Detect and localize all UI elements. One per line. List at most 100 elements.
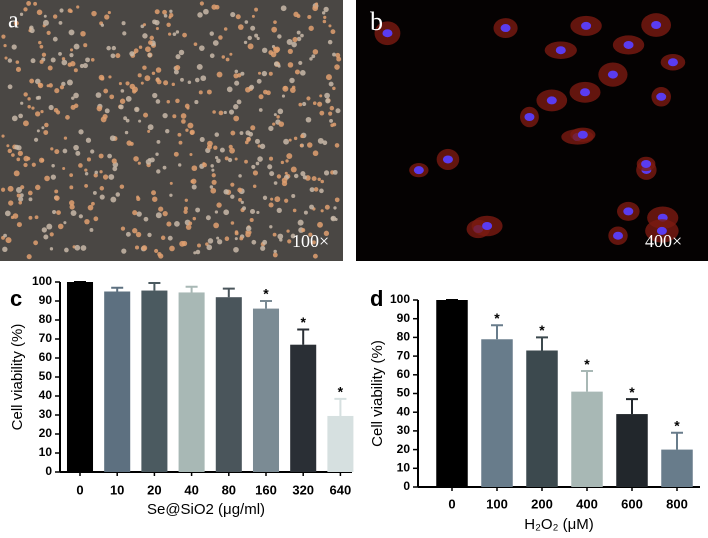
cell bbox=[155, 99, 161, 104]
cell bbox=[330, 123, 334, 128]
cell bbox=[213, 222, 219, 229]
cell bbox=[61, 59, 68, 66]
cell bbox=[312, 49, 319, 55]
y-tick-label: 80 bbox=[397, 330, 411, 344]
cell bbox=[319, 110, 325, 116]
cell bbox=[110, 53, 116, 59]
cell bbox=[262, 195, 268, 200]
cell bbox=[209, 53, 215, 59]
cell bbox=[90, 57, 95, 62]
cell bbox=[65, 114, 70, 120]
cell bbox=[235, 14, 241, 20]
cell bbox=[90, 149, 95, 154]
cell bbox=[106, 45, 111, 51]
cell bbox=[328, 111, 333, 116]
cell bbox=[194, 100, 199, 105]
y-tick-label: 80 bbox=[39, 312, 53, 326]
cell bbox=[85, 57, 90, 63]
cell bbox=[272, 252, 278, 258]
cell bbox=[57, 223, 64, 230]
cell bbox=[144, 75, 151, 82]
cell bbox=[212, 40, 219, 46]
cell bbox=[27, 105, 31, 109]
cell bbox=[13, 170, 20, 177]
error-bar bbox=[536, 336, 548, 351]
cells bbox=[0, 0, 686, 260]
cell bbox=[273, 113, 277, 117]
cell bbox=[329, 118, 333, 123]
cell bbox=[137, 73, 142, 78]
cell bbox=[250, 25, 256, 31]
cell bbox=[228, 144, 233, 149]
cell bbox=[317, 137, 324, 144]
cell bbox=[41, 126, 45, 130]
cell bbox=[35, 184, 41, 191]
cell bbox=[172, 32, 177, 36]
nucleus bbox=[546, 96, 557, 105]
y-tick-label: 50 bbox=[39, 369, 53, 383]
cell bbox=[250, 125, 256, 131]
cell bbox=[188, 221, 193, 226]
cell bbox=[173, 69, 179, 75]
cell bbox=[178, 140, 183, 145]
cell bbox=[31, 106, 35, 110]
cell bbox=[297, 219, 304, 226]
cell bbox=[193, 42, 198, 46]
cell bbox=[301, 228, 306, 233]
x-tick-label: 400 bbox=[576, 496, 598, 511]
x-tick-label: 160 bbox=[255, 482, 277, 497]
cell bbox=[75, 150, 81, 156]
cell bbox=[54, 195, 60, 201]
cell bbox=[325, 98, 331, 104]
cell bbox=[142, 33, 148, 39]
cell bbox=[52, 209, 57, 215]
cell bbox=[22, 120, 29, 127]
cell bbox=[6, 144, 10, 148]
cell bbox=[80, 245, 87, 251]
cell bbox=[51, 163, 55, 168]
cell bbox=[210, 164, 214, 168]
significance: * bbox=[338, 384, 344, 400]
cell bbox=[214, 4, 220, 10]
cell bbox=[308, 232, 313, 237]
cell bbox=[14, 144, 20, 150]
cell bbox=[334, 197, 340, 203]
cell bbox=[63, 221, 67, 225]
cell bbox=[62, 167, 66, 171]
cell bbox=[26, 254, 32, 260]
cell bbox=[305, 116, 312, 123]
cell bbox=[238, 174, 242, 178]
cell bbox=[186, 106, 190, 110]
cell bbox=[84, 168, 88, 172]
cell bbox=[237, 187, 243, 193]
cell bbox=[154, 248, 159, 254]
cell bbox=[320, 179, 325, 184]
cell bbox=[66, 79, 73, 86]
cell bbox=[174, 64, 181, 71]
cell bbox=[276, 207, 282, 213]
cell bbox=[163, 80, 169, 86]
cell bbox=[36, 129, 40, 133]
cell bbox=[15, 187, 22, 194]
cell bbox=[16, 193, 21, 198]
micrograph-a bbox=[0, 0, 343, 261]
nucleus bbox=[667, 58, 678, 67]
cell bbox=[224, 156, 229, 161]
cell bbox=[175, 30, 180, 34]
cell bbox=[98, 153, 104, 159]
cell bbox=[137, 161, 141, 165]
cell bbox=[19, 193, 24, 198]
cell bbox=[11, 153, 15, 157]
cell bbox=[162, 210, 168, 217]
x-tick-label: 200 bbox=[531, 496, 553, 511]
cell bbox=[185, 224, 192, 230]
cell bbox=[34, 215, 39, 220]
cell bbox=[300, 134, 305, 139]
nucleus bbox=[555, 46, 566, 55]
cell bbox=[99, 170, 103, 174]
cell bbox=[160, 235, 166, 240]
cell bbox=[332, 86, 336, 91]
cell bbox=[166, 221, 172, 227]
cell bbox=[49, 247, 54, 251]
